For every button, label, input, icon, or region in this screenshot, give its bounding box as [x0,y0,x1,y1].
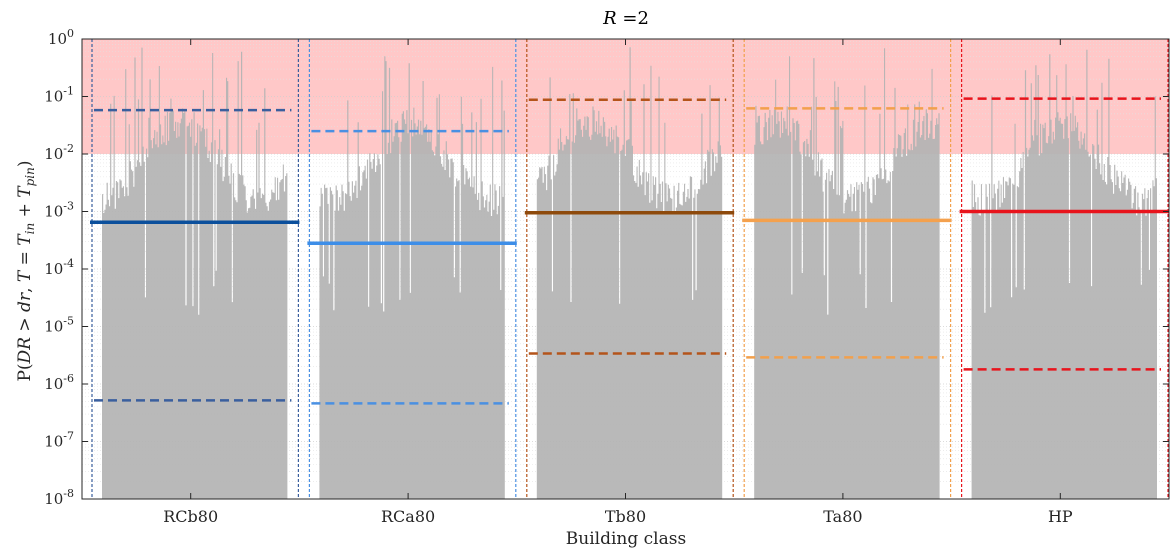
axes-frame [81,38,1170,500]
bar [754,48,940,500]
x-tick-label: RCa80 [381,507,435,526]
y-tick-label: 10-4 [44,257,74,278]
y-axis-label: P(DR > dr, T = Tin + Tpin) [15,160,37,381]
bar [319,56,505,500]
y-tick-label: 10-2 [44,142,74,163]
y-tick-label: 10-7 [44,430,74,451]
category-group: Tb80 [524,39,735,526]
y-tick-label: 10-1 [44,85,74,106]
bar [536,47,723,500]
category-group: Ta80 [742,39,952,526]
y-tick-label: 10-3 [44,200,74,221]
y-tick-label: 10-5 [44,315,74,336]
x-tick-label: Ta80 [823,507,862,526]
y-tick-label: 100 [48,27,74,48]
y-tick-label: 10-6 [44,372,74,393]
plot-area: RCb80 RCa80 Tb80 Ta80 HP 100 10-1 10-2 10-3 10-4 1… [44,27,1170,526]
chart-title: R =2 [602,8,649,29]
x-tick-label: HP [1048,507,1073,526]
x-tick-label: Tb80 [605,507,646,526]
y-tick-label: 10-8 [44,487,74,508]
category-group: RCa80 [307,39,517,526]
bar [102,47,288,499]
bar [971,49,1157,499]
x-tick-label: RCb80 [163,507,218,526]
category-group: RCb80 [90,39,300,526]
x-axis-label: Building class [566,529,686,549]
